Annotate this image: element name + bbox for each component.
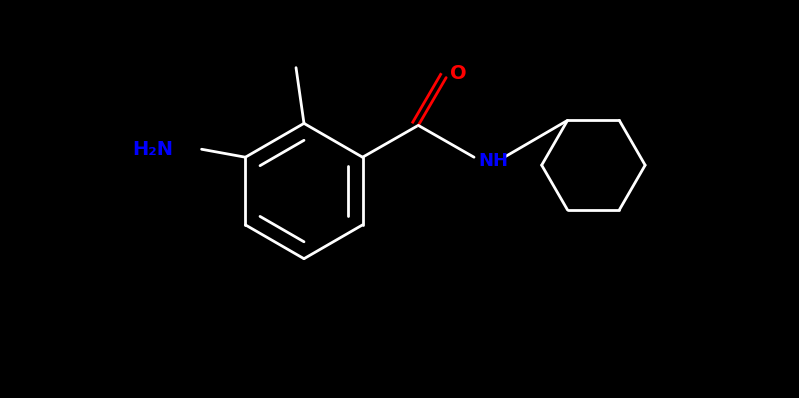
Text: NH: NH [478, 152, 508, 170]
Text: H₂N: H₂N [133, 140, 173, 159]
Text: O: O [450, 64, 467, 83]
